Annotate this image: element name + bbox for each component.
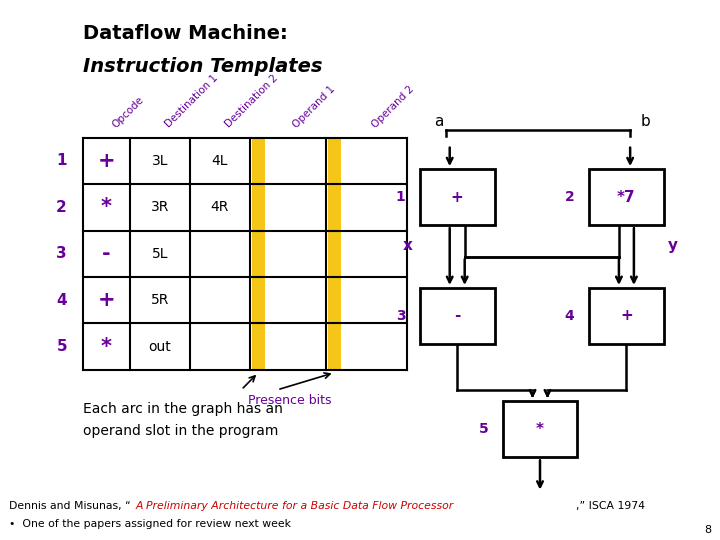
Bar xyxy=(589,169,664,225)
Text: 5: 5 xyxy=(56,339,67,354)
Text: *7: *7 xyxy=(617,190,636,205)
Text: 5R: 5R xyxy=(150,293,169,307)
Bar xyxy=(328,138,341,370)
Text: -: - xyxy=(454,308,460,323)
Text: Dataflow Machine:: Dataflow Machine: xyxy=(83,24,287,43)
Text: Operand 2: Operand 2 xyxy=(370,84,416,130)
Text: Destination 2: Destination 2 xyxy=(223,73,280,130)
Text: 4: 4 xyxy=(564,309,575,323)
Text: Each arc in the graph has an: Each arc in the graph has an xyxy=(83,402,283,416)
Text: Presence bits: Presence bits xyxy=(248,394,332,407)
Text: Destination 1: Destination 1 xyxy=(163,73,220,130)
Text: +: + xyxy=(451,190,464,205)
Text: a: a xyxy=(433,113,444,129)
Text: +: + xyxy=(620,308,633,323)
Text: ,” ISCA 1974: ,” ISCA 1974 xyxy=(576,501,645,511)
Text: 4R: 4R xyxy=(210,200,229,214)
Text: out: out xyxy=(148,340,171,354)
Text: 4: 4 xyxy=(56,293,67,308)
Bar xyxy=(420,288,495,344)
Text: Instruction Templates: Instruction Templates xyxy=(83,57,323,76)
Text: Operand 1: Operand 1 xyxy=(292,84,338,130)
Text: *: * xyxy=(101,197,112,218)
Text: 5L: 5L xyxy=(151,247,168,261)
Text: x: x xyxy=(402,238,413,253)
Bar xyxy=(420,169,495,225)
Text: 2: 2 xyxy=(56,200,67,215)
Text: 3L: 3L xyxy=(151,154,168,168)
Text: •  One of the papers assigned for review next week: • One of the papers assigned for review … xyxy=(9,519,291,530)
Text: operand slot in the program: operand slot in the program xyxy=(83,424,278,438)
Text: -: - xyxy=(102,244,111,264)
Bar xyxy=(589,288,664,344)
Text: 3: 3 xyxy=(56,246,67,261)
Text: 2: 2 xyxy=(564,190,575,204)
Text: 8: 8 xyxy=(704,524,711,535)
Text: 5: 5 xyxy=(478,422,488,436)
Text: Dennis and Misunas, “: Dennis and Misunas, “ xyxy=(9,501,130,511)
Text: 4L: 4L xyxy=(212,154,228,168)
Text: A Preliminary Architecture for a Basic Data Flow Processor: A Preliminary Architecture for a Basic D… xyxy=(135,501,454,511)
Bar xyxy=(252,138,265,370)
Text: *: * xyxy=(536,422,544,437)
Text: +: + xyxy=(97,290,115,310)
Text: 1: 1 xyxy=(395,190,405,204)
Text: 1: 1 xyxy=(56,153,67,168)
Text: y: y xyxy=(667,238,678,253)
Text: 3R: 3R xyxy=(150,200,169,214)
Bar xyxy=(503,401,577,457)
Text: *: * xyxy=(101,336,112,357)
Text: 3: 3 xyxy=(396,309,405,323)
Text: +: + xyxy=(97,151,115,171)
Text: Opcode: Opcode xyxy=(110,94,145,130)
Text: b: b xyxy=(640,113,650,129)
